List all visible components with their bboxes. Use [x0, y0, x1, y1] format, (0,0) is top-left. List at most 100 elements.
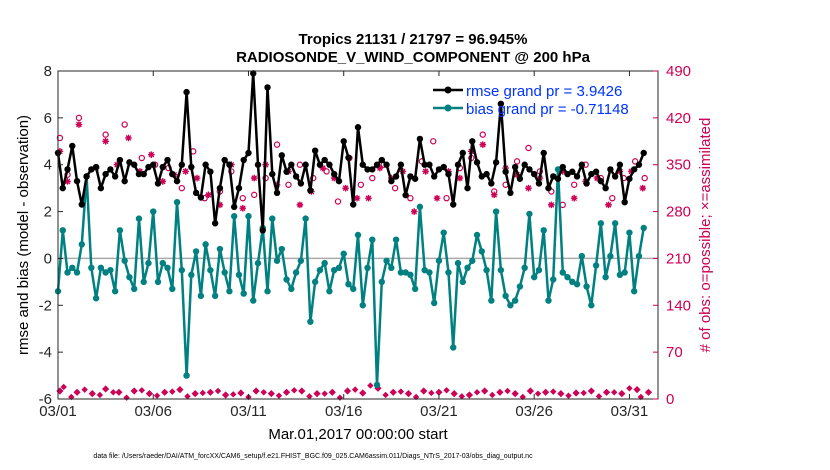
rmse-point [611, 173, 619, 180]
y-axis-right-label: # of obs: o=possible; ×=assimilated [697, 118, 714, 353]
obs-possible-marker [178, 184, 186, 192]
bias-point [59, 227, 66, 234]
bias-point [607, 252, 614, 260]
bias-point [435, 257, 443, 264]
rmse-point [402, 191, 409, 199]
rmse-point [554, 175, 562, 182]
y-tick-left-label: 2 [44, 204, 52, 221]
bias-point [197, 292, 205, 300]
bias-point [311, 278, 319, 286]
obs-possible-low-marker [328, 388, 336, 396]
obs-possible-marker [525, 144, 532, 152]
y-axis-right-ticks: 0 70 140 210 280 350 420 490 [653, 63, 691, 408]
obs-possible-low-marker [282, 388, 291, 396]
x-tick-label: 03/11 [230, 403, 266, 420]
bias-point [178, 266, 186, 274]
obs-assimilated-low-marker [367, 382, 374, 389]
bias-point [502, 292, 509, 300]
obs-possible-low-marker [88, 390, 96, 398]
rmse-point [316, 161, 324, 168]
bias-point [130, 285, 138, 293]
y-tick-left-label: 0 [44, 250, 52, 267]
rmse-point [469, 138, 476, 145]
obs-possible-low-marker [618, 390, 626, 398]
rmse-point [388, 177, 395, 185]
obs-possible-low-marker [267, 390, 275, 398]
rmse-point [321, 156, 328, 164]
bias-point [235, 271, 243, 279]
y-tick-right-label: 0 [666, 391, 674, 408]
obs-possible-marker [631, 158, 639, 165]
bias-point [626, 229, 633, 236]
obs-assimilated-low-marker [214, 387, 222, 395]
bias-line [56, 168, 645, 387]
obs-assimilated-low-marker [275, 392, 283, 399]
rmse-point [92, 163, 100, 171]
obs-possible-low-marker [465, 391, 474, 399]
obs-assimilated-low-marker [306, 393, 313, 400]
rmse-point [516, 175, 524, 182]
obs-possible-low-marker [298, 387, 306, 395]
obs-assimilated-low-marker [595, 393, 603, 400]
rmse-point [340, 138, 347, 145]
bias-point [616, 271, 624, 279]
bias-point [459, 278, 466, 286]
rmse-point [164, 156, 171, 164]
rmse-point [259, 227, 266, 234]
rmse-point [288, 161, 295, 168]
x-tick-label: 03/31 [611, 403, 649, 420]
obs-assimilated-marker [548, 201, 555, 209]
rmse-point [159, 163, 166, 171]
rmse-point [473, 159, 481, 166]
rmse-point [135, 170, 143, 178]
bias-point [273, 257, 281, 264]
bias-point [497, 266, 505, 274]
x-tick-label: 03/06 [134, 403, 172, 420]
bias-point [154, 278, 162, 286]
rmse-point [121, 177, 128, 185]
obs-possible-marker [430, 138, 437, 145]
x-tick-label: 03/21 [420, 403, 458, 420]
x-tick-label: 03/01 [39, 403, 77, 420]
obs-possible-marker [609, 194, 616, 202]
obs-assimilated-marker [342, 184, 349, 192]
bias-point [111, 288, 119, 295]
obs-assimilated-marker [193, 174, 201, 182]
obs-assimilated-low-marker [626, 385, 633, 392]
bias-point [478, 248, 486, 255]
y-tick-left-label: 6 [44, 110, 52, 127]
rmse-point [345, 154, 352, 161]
bias-point [150, 208, 157, 215]
obs-assimilated-low-marker [110, 389, 117, 396]
rmse-point [507, 189, 514, 197]
rmse-point [359, 161, 366, 168]
obs-assimilated-marker [296, 201, 304, 209]
rmse-point [407, 173, 414, 180]
bias-point [126, 273, 133, 281]
bias-point [383, 257, 390, 264]
bias-point [388, 264, 395, 271]
rmse-point [264, 84, 271, 91]
rmse-point [378, 156, 386, 164]
obs-possible-marker [239, 194, 246, 202]
bias-point [169, 285, 176, 293]
obs-assimilated-low-marker [489, 391, 496, 399]
bias-point [402, 269, 409, 276]
obs-assimilated-marker [639, 184, 647, 192]
obs-possible-low-marker [587, 387, 595, 395]
y-tick-right-label: 70 [666, 344, 683, 361]
bias-point [516, 283, 524, 290]
rmse-point [635, 161, 643, 168]
y-axis-left-ticks: -6 -4 -2 0 2 4 6 8 [39, 63, 63, 408]
rmse-point [83, 173, 90, 180]
rmse-point [426, 161, 433, 168]
rmse-point [226, 161, 233, 168]
bias-point [345, 281, 352, 288]
bias-point [464, 264, 471, 271]
legend-label-bias: bias grand pr = -0.71148 [466, 101, 629, 118]
bias-point [159, 259, 166, 267]
bias-point [78, 241, 86, 248]
bias-point [540, 227, 547, 234]
rmse-point [526, 166, 533, 173]
